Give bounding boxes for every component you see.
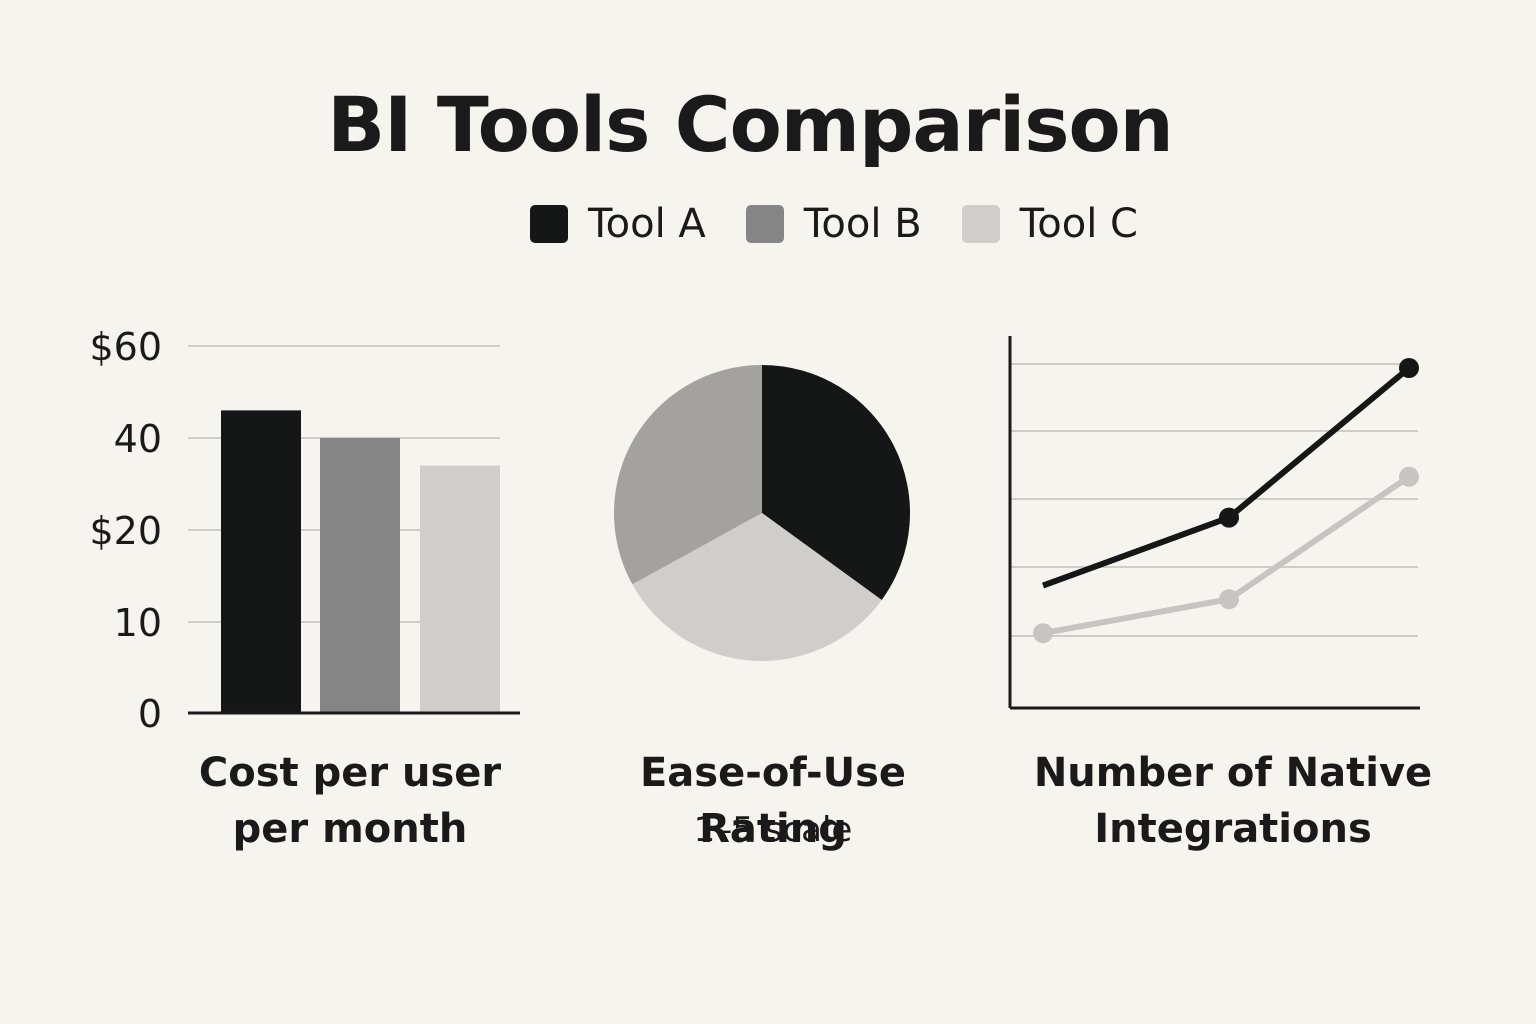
- bar-y-tick-label: $20: [89, 509, 162, 553]
- chart-legend: Tool A Tool B Tool C: [530, 200, 1178, 248]
- line-caption-line2: Integrations: [1094, 806, 1372, 852]
- bar-y-tick-label: 10: [114, 601, 162, 645]
- line-chart-caption: Number of Native Integrations: [1033, 745, 1433, 857]
- line-point-tool-c: [1399, 466, 1419, 487]
- bar-caption-line2: per month: [232, 806, 468, 852]
- pie-chart-caption: Ease-of-Use Rating: [639, 750, 907, 852]
- legend-label-tool-a: Tool A: [588, 201, 706, 247]
- pie-chart-subcaption: 1–5 scale: [693, 810, 853, 850]
- bar-caption-line1: Cost per user: [198, 750, 502, 796]
- line-point-tool-c: [1219, 589, 1239, 610]
- bar-y-tick-label: 40: [114, 417, 162, 461]
- bar-tool-b: [320, 438, 400, 713]
- bar-tool-c: [420, 465, 500, 713]
- legend-swatch-tool-b: [745, 205, 784, 243]
- line-caption-line1: Number of Native: [1033, 750, 1433, 796]
- legend-label-tool-c: Tool C: [1019, 201, 1138, 247]
- page-title: BI Tools Comparison: [327, 80, 1174, 169]
- legend-item-tool-a: Tool A: [530, 201, 706, 247]
- bar-y-tick-label: $60: [89, 325, 162, 369]
- line-series-tool-a: [1041, 365, 1411, 589]
- legend-swatch-tool-a: [530, 205, 568, 243]
- pie-slice-tool-b: [614, 365, 762, 585]
- bar-chart-caption: Cost per user per month: [170, 745, 530, 857]
- line-point-tool-c: [1033, 623, 1053, 644]
- legend-item-tool-b: Tool B: [745, 201, 922, 247]
- legend-label-tool-b: Tool B: [803, 201, 922, 247]
- legend-swatch-tool-c: [961, 205, 1000, 243]
- line-series-tool-c: [1042, 474, 1411, 637]
- bar-tool-a: [221, 410, 301, 713]
- bar-y-tick-label: 0: [138, 692, 162, 736]
- line-point-tool-a: [1219, 507, 1239, 528]
- pie-slice-tool-a: [762, 365, 910, 600]
- pie-slice-tool-c: [632, 513, 882, 661]
- line-point-tool-a: [1399, 358, 1419, 378]
- legend-item-tool-c: Tool C: [961, 201, 1138, 247]
